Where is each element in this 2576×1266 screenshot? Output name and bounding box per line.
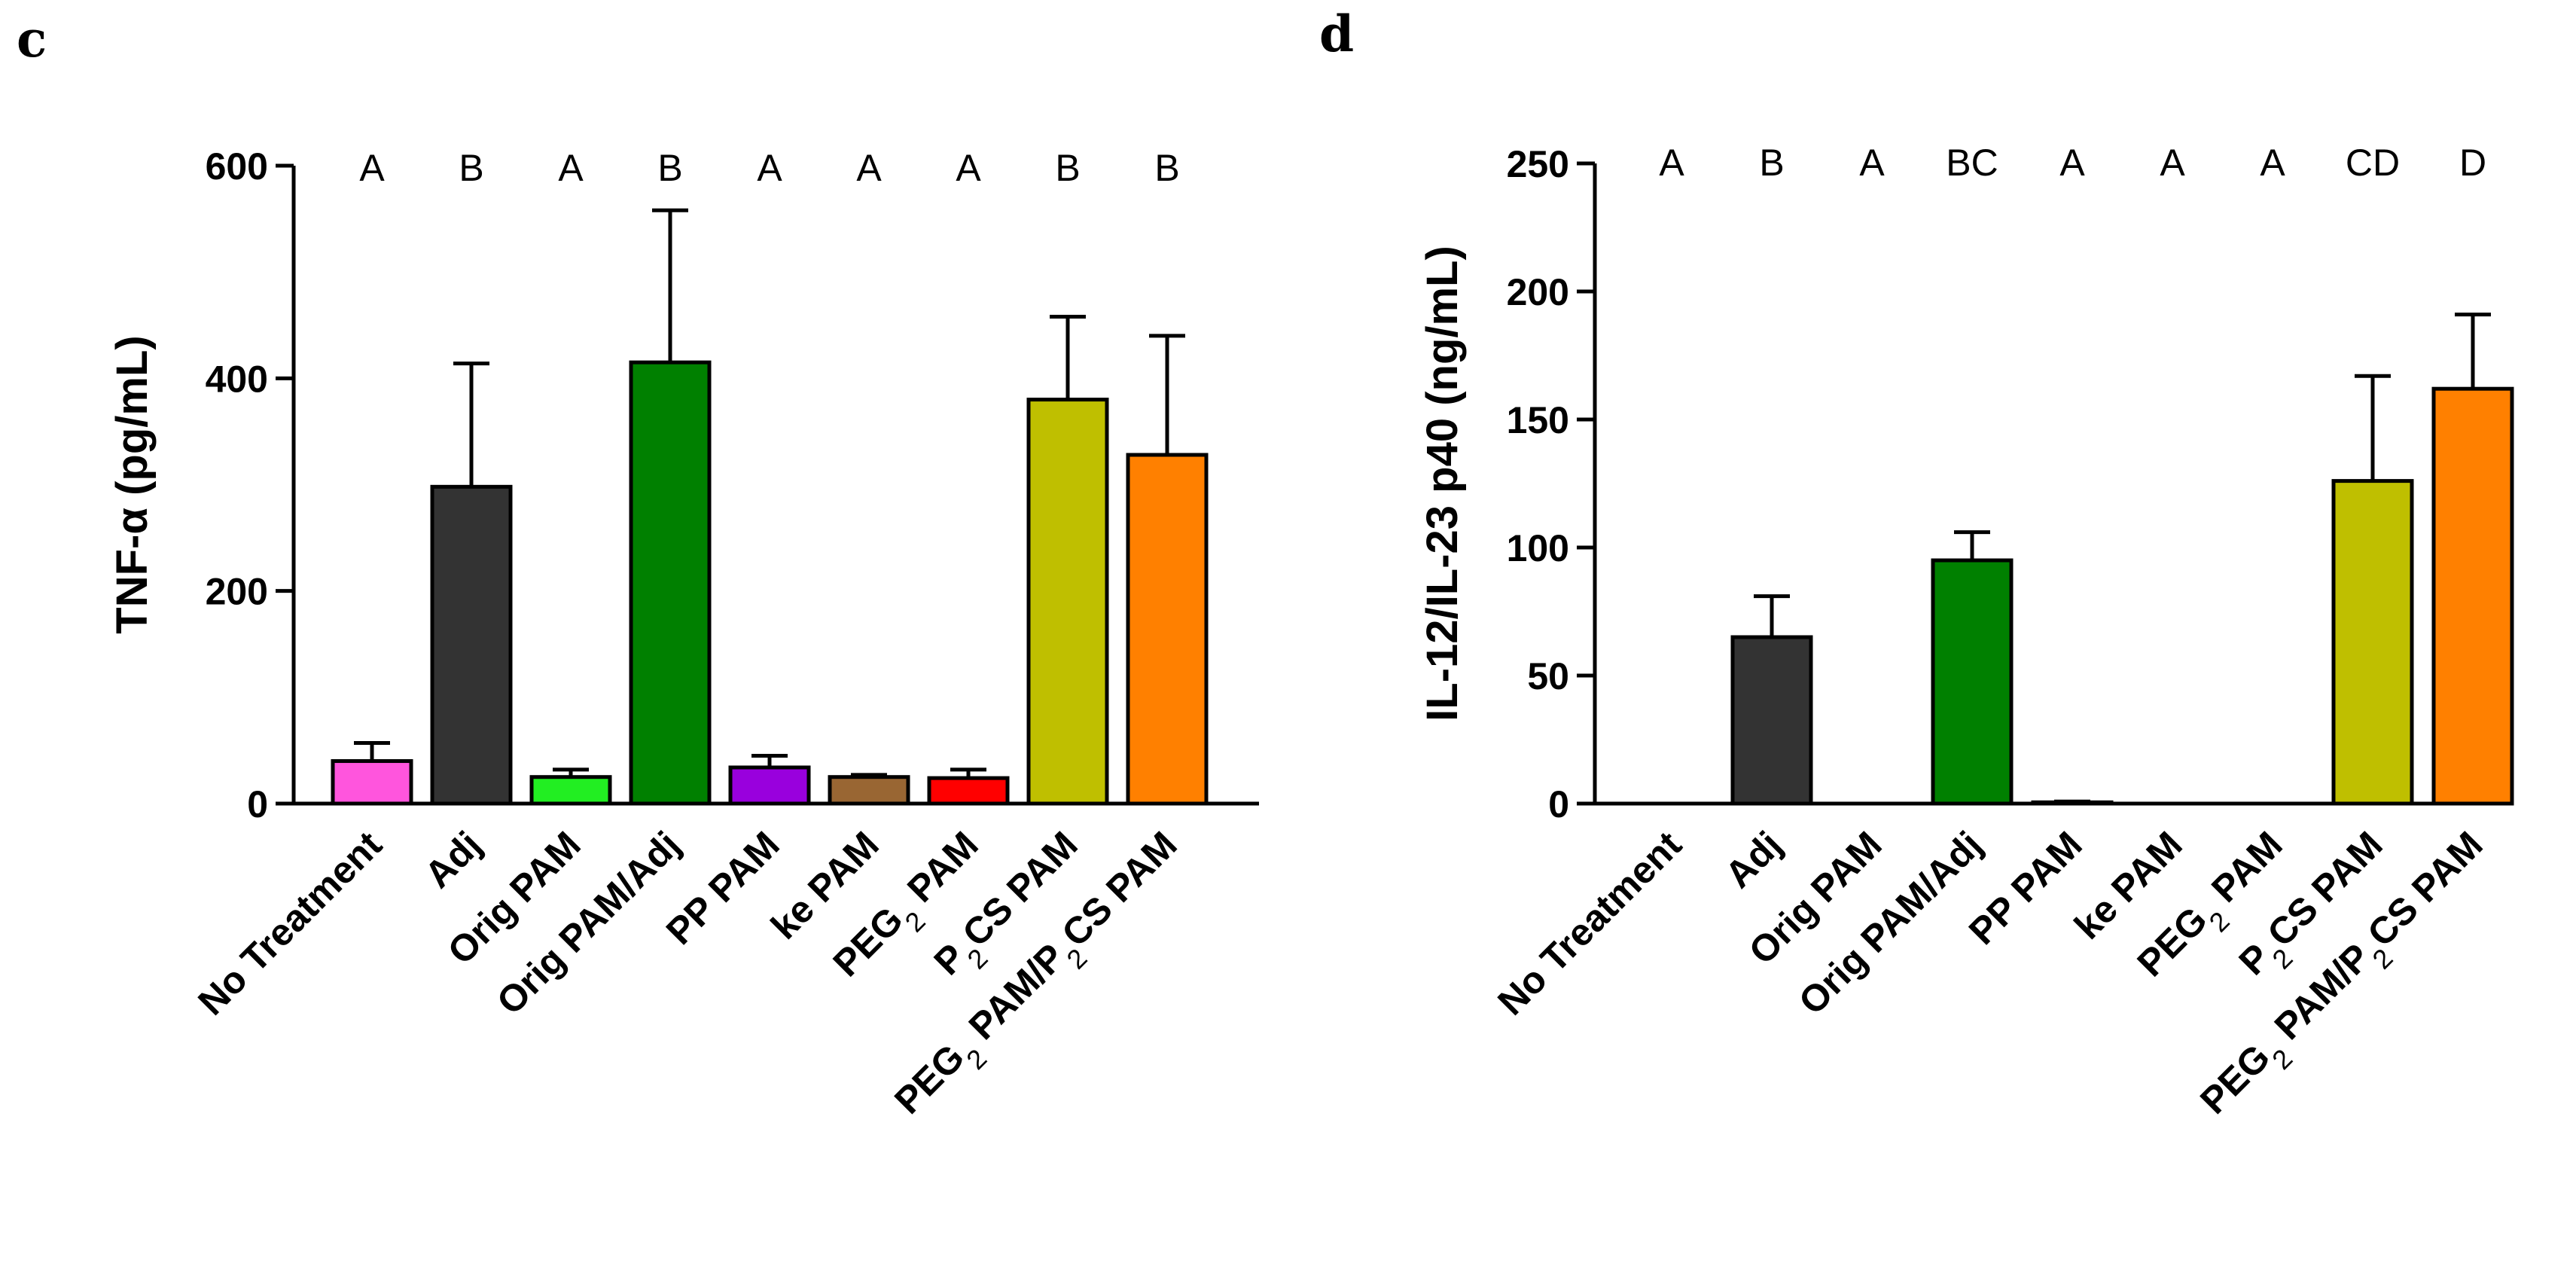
- significance-label: A: [856, 147, 882, 189]
- significance-label: A: [1859, 142, 1885, 184]
- significance-label: A: [757, 147, 782, 189]
- panel-letter: c: [17, 10, 47, 69]
- significance-label: B: [1759, 142, 1784, 184]
- category-label-part: PEG: [825, 898, 911, 984]
- significance-label: A: [359, 147, 385, 189]
- significance-label: BC: [1946, 142, 1998, 184]
- y-tick-label: 200: [1507, 271, 1569, 313]
- bar: [927, 776, 1010, 806]
- category-label-part: No Treatment: [1489, 823, 1690, 1023]
- bar: [1126, 453, 1209, 806]
- y-tick-label: 150: [1507, 399, 1569, 441]
- significance-label: B: [1154, 147, 1179, 189]
- bar: [629, 360, 712, 806]
- category-label-part: PAM: [892, 823, 986, 917]
- category-label-part: No Treatment: [190, 823, 390, 1023]
- bar: [1026, 398, 1109, 806]
- bar: [331, 759, 413, 806]
- bar: [728, 765, 811, 806]
- significance-label: A: [1659, 142, 1684, 184]
- bar: [1730, 635, 1813, 806]
- significance-label: A: [558, 147, 584, 189]
- significance-label: A: [2160, 142, 2185, 184]
- significance-label: B: [657, 147, 682, 189]
- y-tick-label: 250: [1507, 143, 1569, 185]
- y-tick-label: 600: [206, 145, 268, 188]
- category-label-part: PEG: [886, 1036, 972, 1122]
- bar: [828, 775, 910, 806]
- panel-letter: d: [1319, 5, 1354, 63]
- y-axis-title: IL-12/IL-23 p40 (ng/mL): [1418, 246, 1467, 721]
- category-label-part: Adj: [1717, 823, 1790, 896]
- bar: [2431, 386, 2514, 806]
- category-label: No Treatment: [1489, 823, 1690, 1023]
- category-label: PP PAM: [1961, 823, 2090, 953]
- bar: [2331, 479, 2414, 806]
- y-tick-label: 0: [247, 783, 268, 825]
- category-label-part: PAM: [2196, 823, 2290, 917]
- bar: [430, 484, 513, 806]
- category-label-part: PEG: [2129, 898, 2215, 984]
- category-label-part: Adj: [416, 823, 489, 896]
- bar: [529, 775, 612, 806]
- category-label: Adj: [1717, 823, 1790, 896]
- category-label-part: P: [2231, 935, 2279, 983]
- y-axis-title: TNF-α (pg/mL): [108, 335, 157, 633]
- y-tick-label: 200: [206, 571, 268, 613]
- significance-label: B: [459, 147, 483, 189]
- y-tick-label: 100: [1507, 527, 1569, 569]
- category-label-part: PEG: [2192, 1036, 2278, 1122]
- y-tick-label: 400: [206, 358, 268, 400]
- significance-label: B: [1055, 147, 1080, 189]
- significance-label: D: [2459, 142, 2486, 184]
- y-tick-label: 0: [1548, 783, 1569, 825]
- significance-label: A: [956, 147, 981, 189]
- bar: [1931, 558, 2014, 806]
- category-label-part: P: [926, 935, 974, 983]
- category-label: Adj: [416, 823, 489, 896]
- y-tick-label: 50: [1527, 655, 1569, 697]
- category-label-part: PP PAM: [1961, 823, 2090, 953]
- category-label: No Treatment: [190, 823, 390, 1023]
- significance-label: CD: [2346, 142, 2400, 184]
- significance-label: A: [2059, 142, 2085, 184]
- significance-label: A: [2260, 142, 2285, 184]
